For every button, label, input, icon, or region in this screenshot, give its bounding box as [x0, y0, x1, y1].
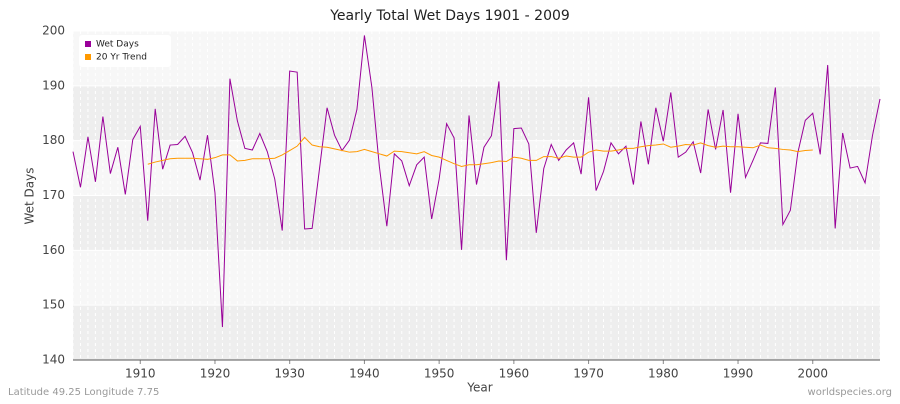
x-tick-label: 1910 — [125, 367, 156, 381]
footer-left: Latitude 49.25 Longitude 7.75 — [8, 387, 159, 398]
y-tick-label: 190 — [42, 78, 65, 92]
y-tick-label: 200 — [42, 24, 65, 38]
legend-box — [79, 35, 171, 67]
legend-swatch — [85, 54, 91, 60]
y-tick-label: 140 — [42, 353, 65, 367]
x-tick-label: 1970 — [573, 367, 604, 381]
legend-label: Wet Days — [96, 40, 139, 50]
grid-band — [73, 85, 880, 141]
x-tick-label: 2000 — [797, 367, 828, 381]
data-line — [147, 136, 813, 167]
y-tick-label: 170 — [42, 188, 65, 202]
x-tick-label: 1920 — [200, 367, 231, 381]
y-axis-label: Wet Days — [23, 167, 37, 224]
y-tick-label: 160 — [42, 243, 65, 257]
x-tick-label: 1990 — [723, 367, 754, 381]
legend-swatch — [85, 41, 91, 47]
x-tick-label: 1940 — [349, 367, 380, 381]
x-tick-label: 1930 — [274, 367, 305, 381]
data-line — [72, 35, 881, 328]
x-tick-label: 1960 — [499, 367, 530, 381]
x-tick-label: 1950 — [424, 367, 455, 381]
chart-title: Yearly Total Wet Days 1901 - 2009 — [329, 8, 570, 24]
x-tick-label: 1980 — [648, 367, 679, 381]
legend: Wet Days 20 Yr Trend — [79, 35, 171, 67]
x-axis-label: Year — [466, 381, 492, 395]
y-tick-label: 180 — [42, 133, 65, 147]
legend-label: 20 Yr Trend — [96, 53, 147, 63]
footer-right: worldspecies.org — [808, 387, 892, 398]
y-tick-label: 150 — [42, 298, 65, 312]
